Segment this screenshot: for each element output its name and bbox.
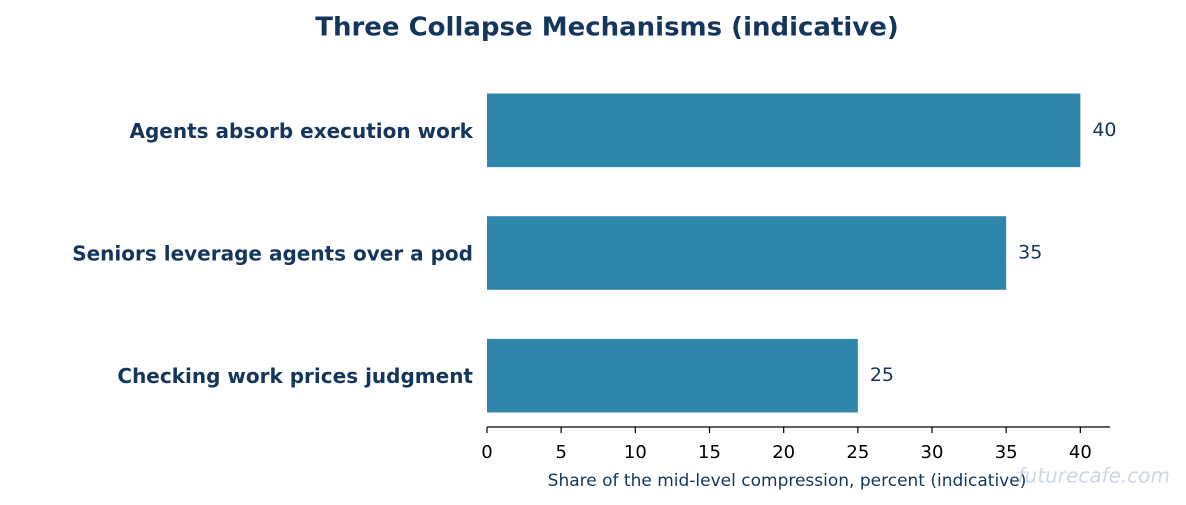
x-tick-label: 0 bbox=[481, 442, 492, 463]
x-axis-label: Share of the mid-level compression, perc… bbox=[548, 471, 1027, 491]
y-tick-label: Seniors leverage agents over a pod bbox=[72, 242, 473, 266]
x-tick-label: 10 bbox=[624, 442, 647, 463]
bar bbox=[487, 93, 1081, 168]
x-tick-label: 20 bbox=[772, 442, 795, 463]
x-tick-label: 40 bbox=[1069, 442, 1092, 463]
y-tick-label: Checking work prices judgment bbox=[117, 364, 473, 388]
watermark: futurecafe.com bbox=[1018, 464, 1170, 488]
x-tick-label: 35 bbox=[995, 442, 1018, 463]
y-tick-label: Agents absorb execution work bbox=[130, 119, 474, 143]
x-tick-label: 15 bbox=[698, 442, 721, 463]
x-tick-label: 30 bbox=[921, 442, 944, 463]
bar bbox=[487, 338, 858, 413]
bar bbox=[487, 216, 1007, 290]
x-tick-label: 25 bbox=[846, 442, 869, 463]
x-tick-label: 5 bbox=[555, 442, 566, 463]
value-label: 35 bbox=[1018, 242, 1042, 264]
value-label: 40 bbox=[1092, 119, 1116, 141]
value-label: 25 bbox=[870, 364, 894, 386]
chart-title: Three Collapse Mechanisms (indicative) bbox=[315, 13, 899, 43]
